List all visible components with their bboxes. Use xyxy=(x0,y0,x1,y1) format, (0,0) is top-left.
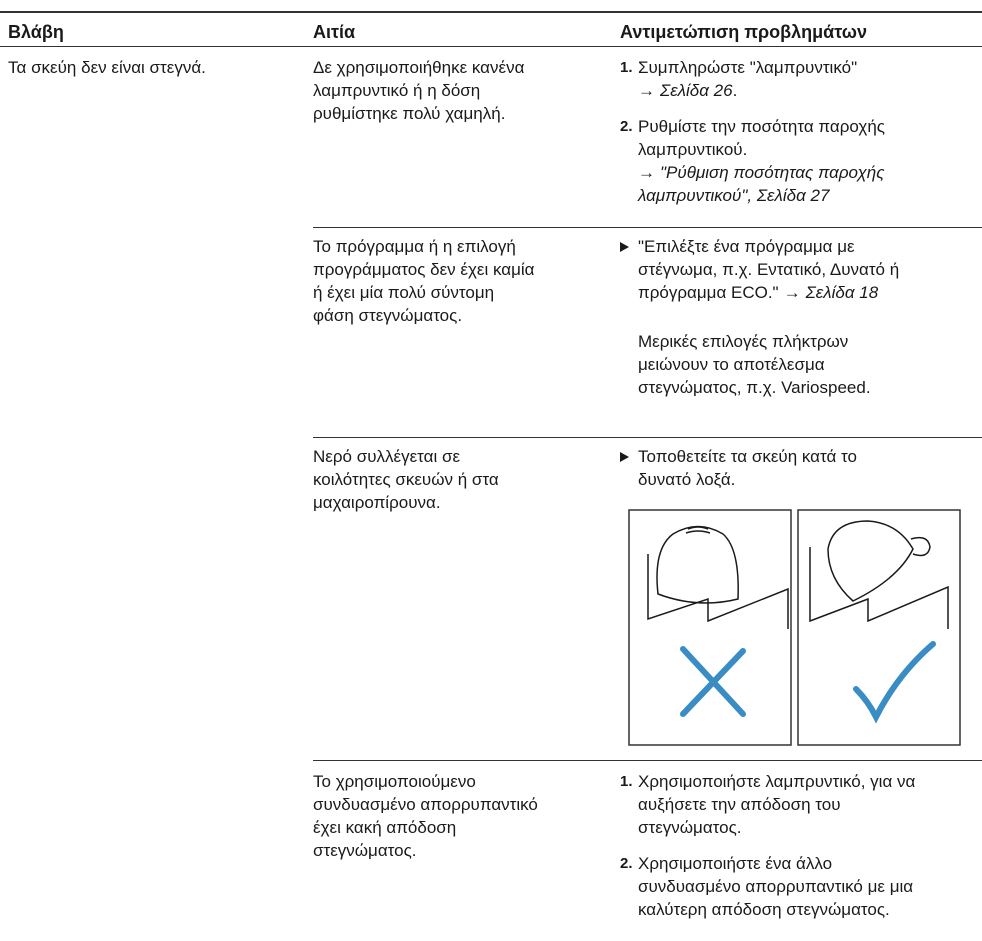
cause-line: Νερό συλλέγεται σε xyxy=(313,447,461,466)
text-segment: Ρυθμίστε την ποσότητα παροχής xyxy=(638,117,885,136)
remedy-line: "Επιλέξτε ένα πρόγραμμα με xyxy=(638,236,855,258)
remedy-line: στεγνώματος. xyxy=(638,817,742,839)
text-segment: → xyxy=(638,81,655,100)
page-reference: Σελίδα 26 xyxy=(660,81,733,100)
cause-line: λαμπρυντικό ή η δόση xyxy=(313,81,481,100)
header-bottom-rule xyxy=(0,46,982,47)
remedy-line: καλύτερη απόδοση στεγνώματος. xyxy=(638,899,890,921)
remedy-line: Χρησιμοποιήστε λαμπρυντικό, για να xyxy=(638,771,915,793)
remedy-line: συνδυασμένο απορρυπαντικό με μια xyxy=(638,876,913,898)
row-rule xyxy=(313,760,982,761)
remedy-line: λαμπρυντικού", Σελίδα 27 xyxy=(638,185,829,207)
row-rule xyxy=(313,227,982,228)
remedy-line: μειώνουν το αποτέλεσμα xyxy=(638,354,825,376)
text-segment: Χρησιμοποιήστε λαμπρυντικό, για να xyxy=(638,772,916,791)
cause-line: φάση στεγνώματος. xyxy=(313,306,463,325)
cause-line: έχει κακή απόδοση xyxy=(313,818,457,837)
cause-line: ή έχει μία πολύ σύντομη xyxy=(313,283,495,302)
cause-line: κοιλότητες σκευών ή στα xyxy=(313,470,499,489)
header-top-rule xyxy=(0,11,982,13)
text-segment: στεγνώματος. xyxy=(638,818,742,837)
text-segment: "Επιλέξτε ένα πρόγραμμα με xyxy=(638,237,855,256)
cause-line: Το χρησιμοποιούμενο xyxy=(313,772,476,791)
remedy-line: Συμπληρώστε "λαμπρυντικό" xyxy=(638,57,857,79)
remedy-line: Χρησιμοποιήστε ένα άλλο xyxy=(638,853,832,875)
bullet xyxy=(620,242,629,252)
remedy-line: Ρυθμίστε την ποσότητα παροχής xyxy=(638,116,885,138)
text-segment: Μερικές επιλογές πλήκτρων xyxy=(638,332,849,351)
header-cell: Αντιμετώπιση προβλημάτων xyxy=(620,22,867,42)
step-number: 2. xyxy=(620,118,633,135)
cause-line: μαχαιροπίρουνα. xyxy=(313,493,441,512)
text-segment: αυξήσετε την απόδοση του xyxy=(638,795,841,814)
remedy-line: → "Ρύθμιση ποσότητας παροχής xyxy=(638,162,885,184)
remedy-line: Μερικές επιλογές πλήκτρων xyxy=(638,331,848,353)
text-segment: μειώνουν το αποτέλεσμα xyxy=(638,355,825,374)
fault-text: Τα σκεύη δεν είναι στεγνά. xyxy=(8,58,206,77)
illustration xyxy=(628,509,961,746)
text-segment: . xyxy=(732,81,738,100)
cause-line: συνδυασμένο απορρυπαντικό xyxy=(313,795,538,814)
remedy-line: λαμπρυντικού. xyxy=(638,139,747,161)
step-number: 2. xyxy=(620,855,633,872)
cause-line: Το πρόγραμμα ή η επιλογή xyxy=(313,237,516,256)
text-segment: Συμπληρώστε "λαμπρυντικό" xyxy=(638,58,858,77)
cause-line: ρυθμίστηκε πολύ χαμηλή. xyxy=(313,104,506,123)
page-reference: "Ρύθμιση ποσότητας παροχής xyxy=(660,163,885,182)
cause-line: Δε χρησιμοποιήθηκε κανένα xyxy=(313,58,525,77)
remedy-line: πρόγραμμα ECO." → Σελίδα 18 xyxy=(638,282,878,304)
remedy-line: Τοποθετείτε τα σκεύη κατά το xyxy=(638,446,857,468)
text-segment: → xyxy=(638,163,655,182)
remedy-line: αυξήσετε την απόδοση του xyxy=(638,794,841,816)
cause-line: στεγνώματος. xyxy=(313,841,417,860)
text-segment: καλύτερη απόδοση στεγνώματος. xyxy=(638,900,890,919)
text-segment: στεγνώματος, π.χ. Variospeed. xyxy=(638,378,871,397)
text-segment: λαμπρυντικού. xyxy=(638,140,748,159)
bullet xyxy=(620,452,629,462)
header-cell: Βλάβη xyxy=(8,22,64,42)
remedy-line: δυνατό λοξά. xyxy=(638,469,735,491)
remedy-line: → Σελίδα 26. xyxy=(638,80,737,102)
remedy-line: στέγνωμα, π.χ. Εντατικό, Δυνατό ή xyxy=(638,259,899,281)
page-reference: λαμπρυντικού", Σελίδα 27 xyxy=(638,186,830,205)
row-rule xyxy=(313,437,982,438)
text-segment: πρόγραμμα ECO." xyxy=(638,283,779,302)
text-segment: στέγνωμα, π.χ. Εντατικό, Δυνατό ή xyxy=(638,260,900,279)
text-segment: δυνατό λοξά. xyxy=(638,470,736,489)
cause-line: προγράμματος δεν έχει καμία xyxy=(313,260,535,279)
header-cell: Αιτία xyxy=(313,22,356,42)
text-segment: Τοποθετείτε τα σκεύη κατά το xyxy=(638,447,857,466)
text-segment: συνδυασμένο απορρυπαντικό με μια xyxy=(638,877,914,896)
step-number: 1. xyxy=(620,59,633,76)
text-segment: Χρησιμοποιήστε ένα άλλο xyxy=(638,854,833,873)
page-reference: Σελίδα 18 xyxy=(805,283,879,302)
text-segment: → xyxy=(783,283,801,302)
remedy-line: στεγνώματος, π.χ. Variospeed. xyxy=(638,377,871,399)
step-number: 1. xyxy=(620,773,633,790)
